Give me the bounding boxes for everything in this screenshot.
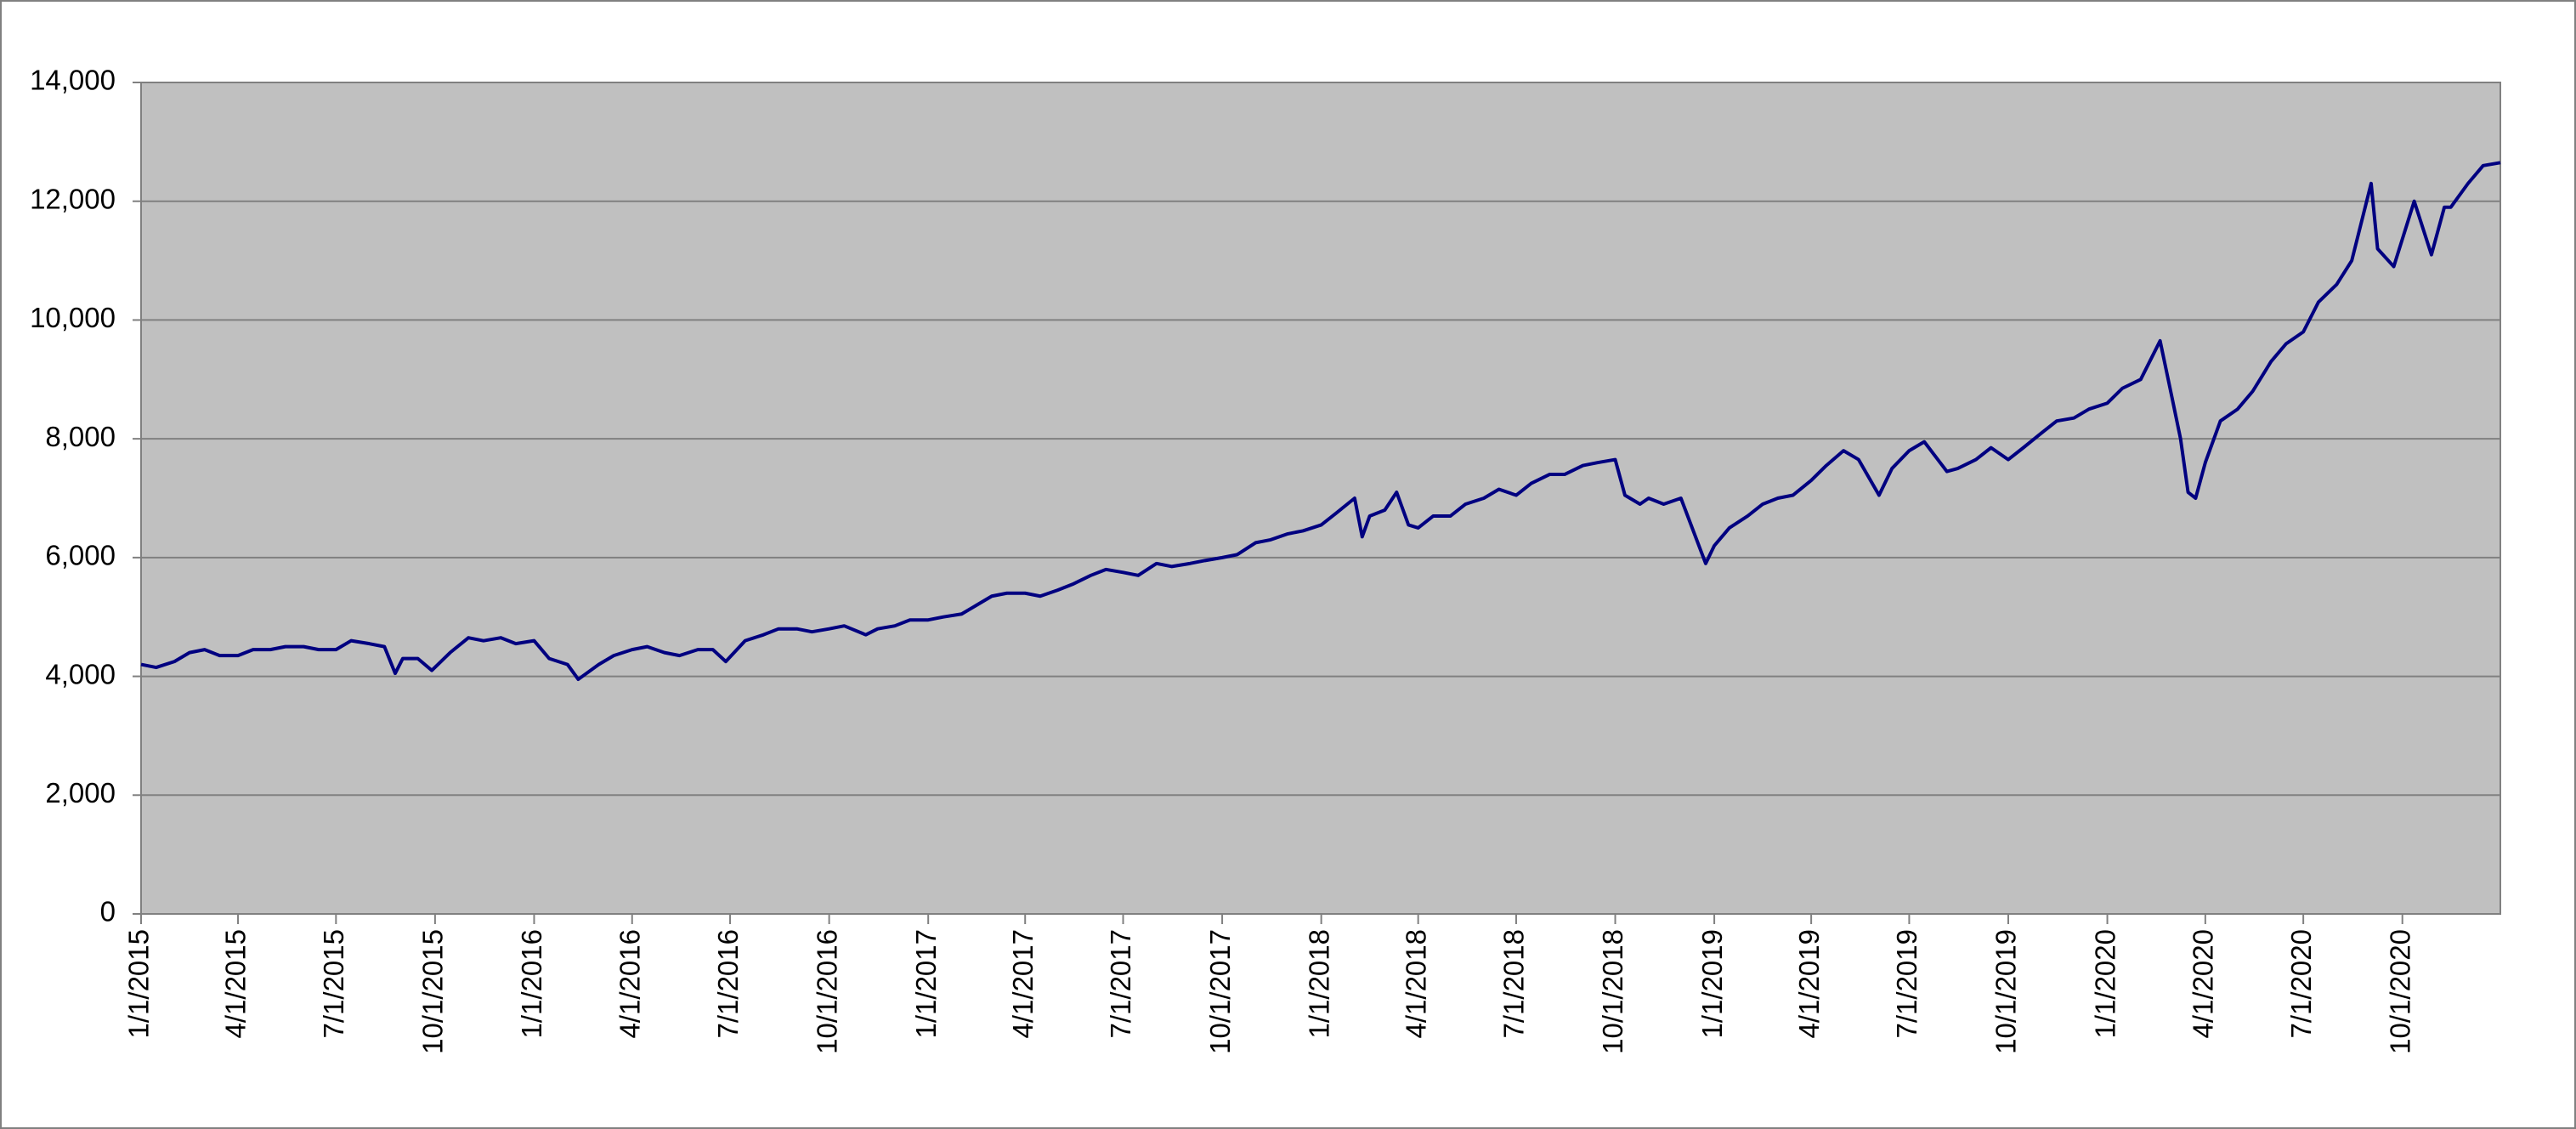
x-tick-label: 1/1/2019	[1696, 929, 1728, 1038]
plot-area	[140, 82, 2501, 915]
x-tick-label: 10/1/2018	[1597, 929, 1628, 1054]
y-tick-label: 4,000	[45, 658, 116, 689]
x-tick-label: 1/1/2015	[123, 929, 155, 1038]
x-tick-label: 7/1/2018	[1498, 929, 1530, 1038]
x-tick-label: 4/1/2018	[1400, 929, 1431, 1038]
x-tick-label: 7/1/2020	[2285, 929, 2317, 1038]
x-tick-label: 7/1/2017	[1105, 929, 1136, 1038]
x-tick-label: 10/1/2017	[1204, 929, 1236, 1054]
x-tick-label: 4/1/2019	[1793, 929, 1825, 1038]
x-tick-label: 7/1/2016	[712, 929, 744, 1038]
x-tick-label: 10/1/2019	[1990, 929, 2022, 1054]
x-tick-label: 1/1/2016	[516, 929, 547, 1038]
x-tick-label: 10/1/2020	[2384, 929, 2415, 1054]
x-tick-label: 10/1/2015	[417, 929, 449, 1054]
y-tick-label: 14,000	[30, 65, 116, 96]
x-tick-label: 4/1/2017	[1007, 929, 1039, 1038]
y-tick-label: 10,000	[30, 302, 116, 333]
y-tick-label: 6,000	[45, 540, 116, 571]
y-tick-label: 8,000	[45, 421, 116, 452]
data-line	[140, 161, 2501, 682]
x-tick-label: 7/1/2019	[1891, 929, 1922, 1038]
x-tick-label: 7/1/2015	[318, 929, 349, 1038]
x-tick-label: 4/1/2020	[2188, 929, 2219, 1038]
x-tick-label: 4/1/2015	[220, 929, 252, 1038]
x-tick-label: 1/1/2017	[910, 929, 942, 1038]
y-tick-label: 0	[100, 896, 116, 928]
x-tick-label: 4/1/2016	[614, 929, 645, 1038]
y-tick-label: 12,000	[30, 183, 116, 214]
y-tick-label: 2,000	[45, 777, 116, 808]
x-tick-label: 10/1/2016	[811, 929, 842, 1054]
x-tick-label: 1/1/2020	[2089, 929, 2120, 1038]
x-tick-label: 1/1/2018	[1303, 929, 1334, 1038]
